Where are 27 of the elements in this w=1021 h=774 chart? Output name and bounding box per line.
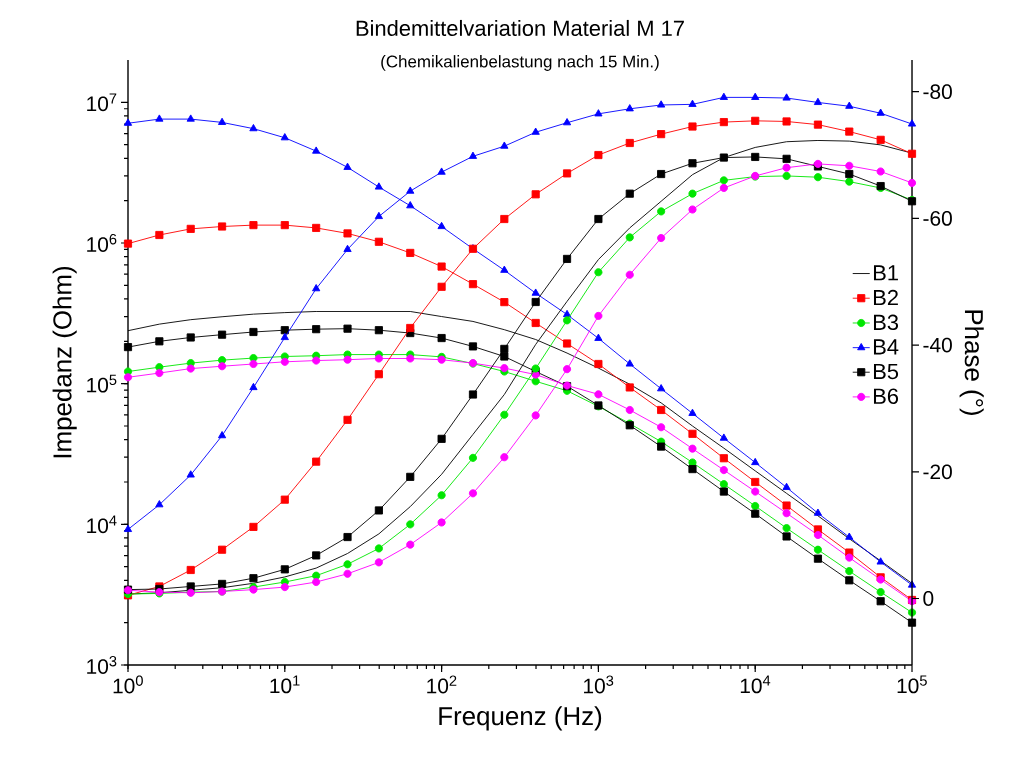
y-tick-label: 10$^{7}$ (87, 93, 117, 112)
y-tick-label: 10$^{5}$ (87, 374, 117, 393)
y2-tick-label: -60 (923, 210, 952, 226)
legend-label: B1 (873, 265, 898, 281)
y-axis-title: Impedanz (Ohm) (52, 266, 77, 458)
x-tick-label: 10$^{2}$ (427, 675, 457, 694)
y2-tick-label: 0 (923, 591, 934, 606)
legend-label: B2 (873, 289, 898, 306)
chart-subtitle: (Chemikalienbelastung nach 15 Min.) (381, 55, 659, 71)
legend-label: B6 (873, 388, 899, 405)
legend-label: B4 (873, 339, 899, 355)
x-tick-label: 10$^{0}$ (113, 675, 143, 694)
y2-tick-label: -20 (923, 464, 952, 480)
y-tick-label: 10$^{6}$ (87, 234, 117, 252)
y2-axis-title: Phase (°) (959, 310, 984, 415)
x-tick-label: 10$^{1}$ (270, 675, 300, 694)
y2-tick-label: -40 (923, 337, 952, 353)
legend-label: B5 (873, 363, 899, 380)
x-axis-title: Frequenz (Hz) (439, 706, 602, 731)
y-tick-label: 10$^{3}$ (87, 656, 117, 674)
chart-title: Bindemittelvariation Material M 17 (356, 19, 684, 37)
x-tick-label: 10$^{5}$ (897, 675, 927, 694)
y2-tick-label: -80 (923, 84, 952, 100)
y-tick-label: 10$^{4}$ (87, 515, 117, 534)
x-tick-label: 10$^{4}$ (740, 675, 771, 694)
legend-label: B3 (873, 314, 899, 331)
x-tick-label: 10$^{3}$ (584, 675, 614, 694)
